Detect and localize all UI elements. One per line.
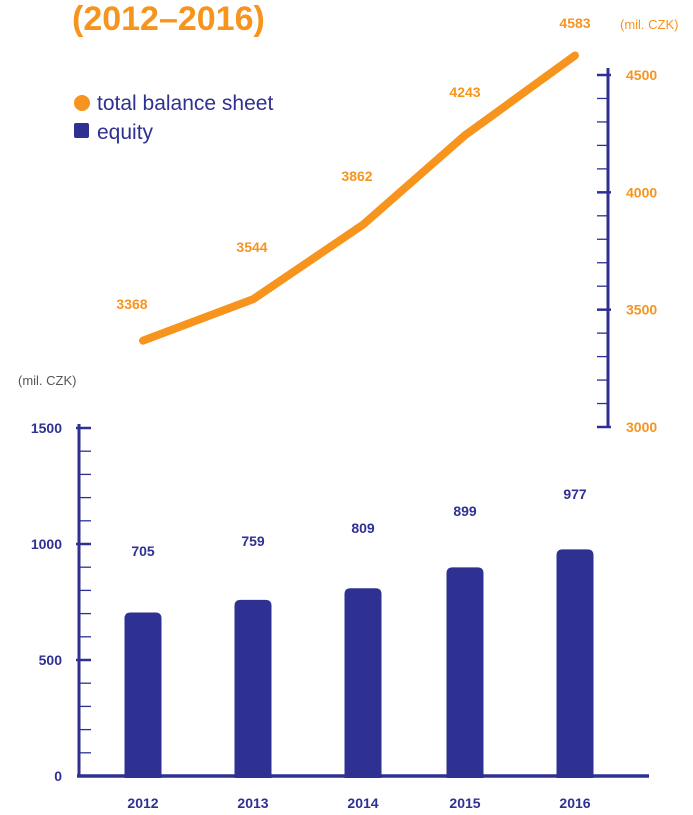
bar-chart: 0 500 1000 1500 (mil. CZK) 705 759 809 899 977 201…	[18, 373, 649, 811]
bar-equity	[234, 599, 272, 778]
bar-equity	[344, 588, 382, 778]
x-tick-label: 2015	[449, 795, 480, 811]
line-chart: 3000 3500 4000 4500 (mil. CZK) 3368 3544 3862 42…	[116, 15, 678, 435]
legend-marker-equity	[74, 123, 89, 138]
line-y-axis-unit: (mil. CZK)	[620, 17, 679, 32]
x-tick-label: 2016	[559, 795, 590, 811]
bar-equity	[446, 567, 484, 778]
x-tick-label: 2013	[237, 795, 268, 811]
bar-equity	[124, 612, 162, 778]
bar-y-tick-label: 500	[39, 652, 63, 668]
legend-marker-total-balance-sheet	[74, 95, 90, 111]
legend: total balance sheet equity	[74, 92, 273, 144]
bar-data-label: 705	[131, 543, 155, 559]
bar-data-label: 899	[453, 503, 477, 519]
line-y-tick-label: 3500	[626, 302, 657, 318]
line-data-label: 3368	[116, 296, 147, 312]
legend-label-equity: equity	[97, 121, 154, 144]
line-series-total-balance-sheet	[139, 51, 579, 345]
x-tick-label: 2012	[127, 795, 158, 811]
bar-y-tick-label: 1000	[31, 536, 62, 552]
bar-y-tick-label: 1500	[31, 420, 62, 436]
bar-data-label: 759	[241, 533, 265, 549]
line-data-label: 4243	[449, 84, 480, 100]
line-y-tick-label: 3000	[626, 419, 657, 435]
line-y-tick-label: 4000	[626, 184, 657, 200]
line-data-label: 3862	[341, 168, 372, 184]
chart-title: (2012–2016)	[72, 0, 265, 38]
legend-label-total-balance-sheet: total balance sheet	[97, 92, 273, 115]
bar-data-label: 809	[351, 520, 375, 536]
line-data-label: 4583	[559, 15, 590, 31]
bar-equity	[556, 549, 594, 778]
x-tick-label: 2014	[347, 795, 378, 811]
bar-data-label: 977	[563, 486, 587, 502]
bar-y-tick-label: 0	[54, 768, 62, 784]
line-data-label: 3544	[236, 239, 267, 255]
line-y-tick-label: 4500	[626, 67, 657, 83]
bar-y-axis-unit: (mil. CZK)	[18, 373, 77, 388]
